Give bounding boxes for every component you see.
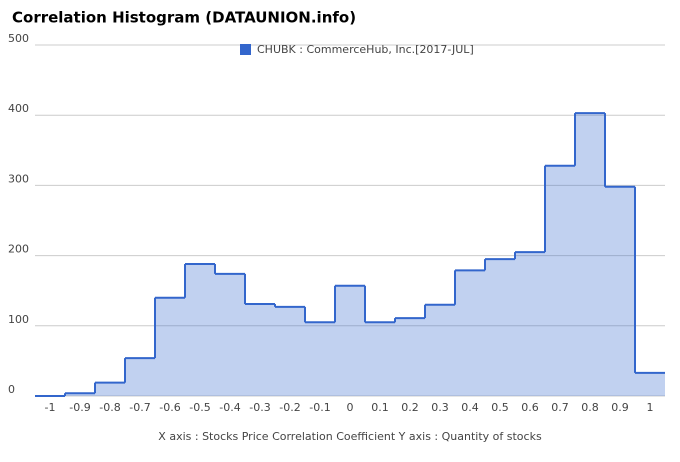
bin-area [395,318,425,396]
y-tick-label: 400 [8,102,29,115]
x-tick-label: 0 [347,401,354,414]
x-tick-label: -0.3 [249,401,270,414]
x-tick-label: -0.7 [129,401,150,414]
x-tick-label: -0.6 [159,401,180,414]
bin-area [605,186,635,396]
chart-title: Correlation Histogram (DATAUNION.info) [12,9,356,27]
bin-area [545,165,575,396]
bin-area [305,322,335,396]
bin-area [185,264,215,396]
x-tick-label: -0.8 [99,401,120,414]
y-tick-label: 300 [8,172,29,185]
x-tick-label: 0.8 [581,401,599,414]
y-tick-label: 100 [8,313,29,326]
bin-area [335,285,365,396]
bin-area [575,113,605,397]
x-axis-label: X axis : Stocks Price Correlation Coeffi… [158,430,542,443]
x-tick-label: 0.9 [611,401,629,414]
bin-area [95,382,125,396]
x-tick-label: 0.3 [431,401,449,414]
x-tick-label: 0.7 [551,401,569,414]
legend-swatch [240,44,251,55]
bin-area [65,393,95,396]
x-tick-label: 0.4 [461,401,479,414]
bin-area [215,273,245,396]
bin-area [515,252,545,396]
bin-area [365,322,395,396]
x-tick-label: 0.6 [521,401,539,414]
x-tick-label: 0.5 [491,401,509,414]
bin-area [155,297,185,396]
x-tick-label: 0.1 [371,401,389,414]
bin-area [245,304,275,396]
x-tick-label: -0.4 [219,401,240,414]
y-tick-label: 0 [8,383,15,396]
x-tick-label: 0.2 [401,401,419,414]
x-tick-label: -0.1 [309,401,330,414]
y-tick-label: 500 [8,32,29,45]
bin-area [425,304,455,396]
x-tick-label: -0.5 [189,401,210,414]
bin-area [455,270,485,396]
bin-area [635,372,665,396]
bin-area [275,306,305,396]
y-tick-label: 200 [8,243,29,256]
x-tick-label: -1 [45,401,56,414]
x-tick-label: -0.9 [69,401,90,414]
legend-label: CHUBK : CommerceHub, Inc.[2017-JUL] [257,43,474,56]
bin-area [485,259,515,396]
bin-area [125,358,155,396]
x-tick-label: -0.2 [279,401,300,414]
x-tick-label: 1 [647,401,654,414]
